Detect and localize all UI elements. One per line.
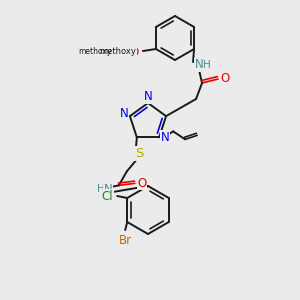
- Text: Cl: Cl: [101, 190, 113, 202]
- Text: S: S: [135, 147, 143, 160]
- Text: O: O: [220, 73, 230, 85]
- Text: methoxy: methoxy: [79, 46, 112, 56]
- Text: N: N: [195, 58, 203, 71]
- Text: methoxy: methoxy: [100, 46, 136, 56]
- Text: N: N: [120, 106, 128, 120]
- Text: O: O: [129, 46, 139, 59]
- Text: H: H: [203, 60, 211, 70]
- Text: N: N: [144, 91, 152, 103]
- Text: N: N: [103, 183, 112, 196]
- Text: N: N: [161, 131, 170, 144]
- Text: H: H: [97, 184, 105, 194]
- Text: Br: Br: [119, 233, 132, 247]
- Text: O: O: [137, 177, 146, 190]
